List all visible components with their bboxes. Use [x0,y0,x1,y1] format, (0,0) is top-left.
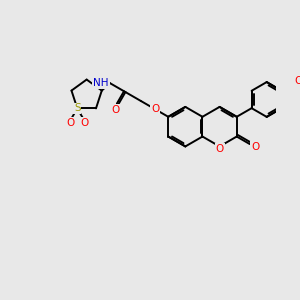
Text: NH: NH [93,78,109,88]
Text: O: O [80,118,88,128]
Text: O: O [295,76,300,86]
Text: O: O [66,118,74,128]
Text: S: S [74,103,81,113]
Text: O: O [111,105,119,115]
Text: O: O [251,142,259,152]
Text: O: O [215,144,224,154]
Text: O: O [151,104,159,114]
